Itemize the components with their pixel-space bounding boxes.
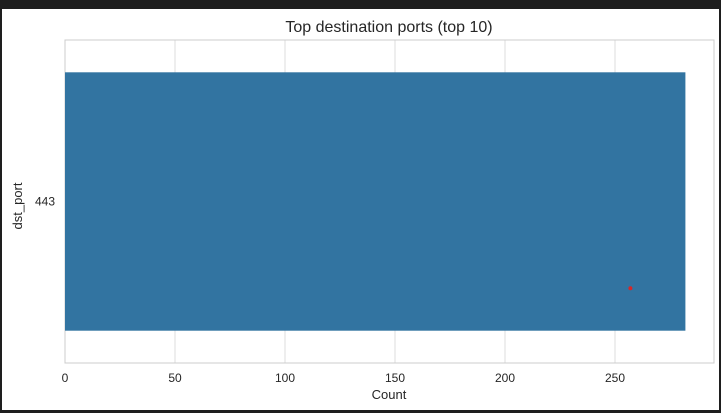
chart-title: Top destination ports (top 10) <box>285 19 492 36</box>
x-tick-label-4: 200 <box>495 371 515 385</box>
x-tick-label-2: 100 <box>275 371 295 385</box>
x-tick-label-0: 0 <box>62 371 69 385</box>
y-tick-labels: 443 <box>35 195 55 209</box>
x-tick-labels: 0 50 100 150 200 250 <box>62 371 626 385</box>
x-axis-label: Count <box>372 387 407 402</box>
x-tick-label-3: 150 <box>385 371 405 385</box>
y-axis-label: dst_port <box>10 182 25 229</box>
x-tick-label-5: 250 <box>605 371 625 385</box>
bars <box>65 72 686 331</box>
bar-443 <box>65 72 686 331</box>
marker-point <box>628 286 633 291</box>
chart-frame: Top destination ports (top 10) 0 50 100 150… <box>2 9 719 410</box>
x-tick-label-1: 50 <box>168 371 182 385</box>
markers <box>628 286 633 291</box>
bar-chart: Top destination ports (top 10) 0 50 100 150… <box>10 19 715 402</box>
y-tick-label-0: 443 <box>35 195 55 209</box>
